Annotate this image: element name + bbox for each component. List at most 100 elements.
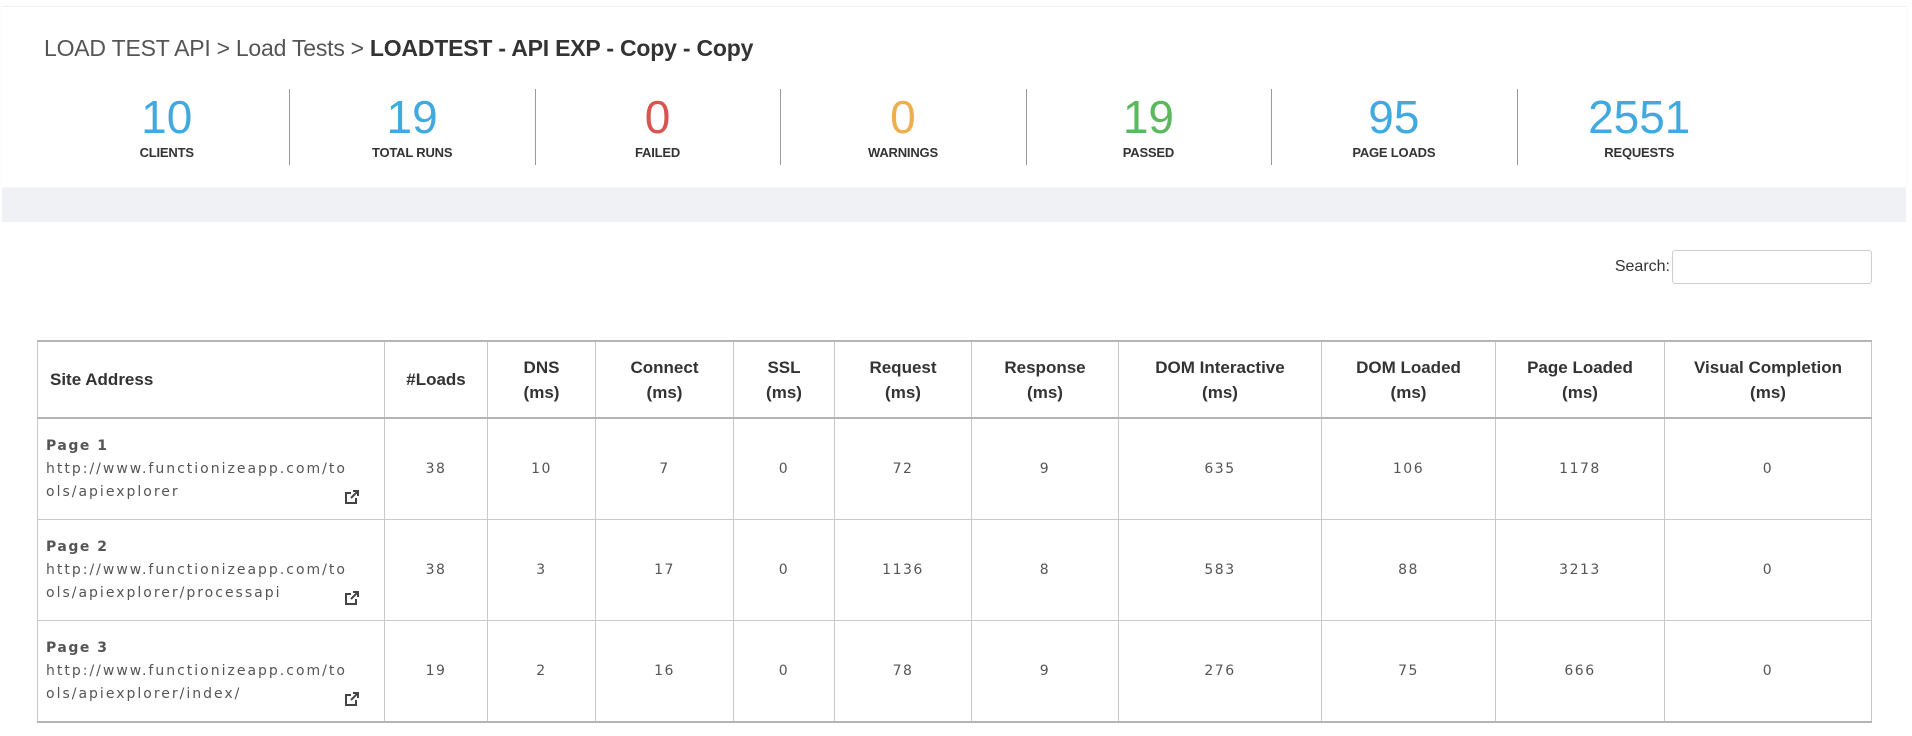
table-row: Page 1 http://www.functionizeapp.com/too… [37,417,1872,520]
breadcrumb-current: LOADTEST - API EXP - Copy - Copy [369,35,754,61]
search-bar: Search: [1615,250,1872,284]
breadcrumb-separator: > [350,35,364,61]
header-line: #Loads [406,370,466,389]
column-header-dom-interactive[interactable]: DOM Interactive (ms) [1118,340,1322,419]
cell-connect: 7 [595,417,734,520]
column-header-connect[interactable]: Connect (ms) [595,340,734,419]
cell-connect: 17 [595,519,734,621]
page-url: http://www.functionizeapp.com/tools/apie… [46,561,347,601]
cell-loads: 19 [384,620,488,723]
cell-dom-interactive: 276 [1118,620,1322,723]
header-line: Page Loaded [1527,357,1633,377]
column-header-visual-completion[interactable]: Visual Completion (ms) [1664,340,1872,419]
cell-response: 9 [971,417,1119,520]
stat-requests: 2551 REQUESTS [1516,89,1762,167]
stat-page-loads: 95 PAGE LOADS [1271,89,1516,167]
site-address-cell: Page 3 http://www.functionizeapp.com/too… [37,620,385,723]
column-header-response[interactable]: Response (ms) [971,340,1119,419]
cell-request: 72 [834,417,972,520]
stat-value: 0 [890,91,916,143]
breadcrumb-separator: > [216,35,230,61]
page-url: http://www.functionizeapp.com/tools/apie… [46,460,347,500]
stat-label: REQUESTS [1604,145,1675,160]
header-unit: (ms) [1562,382,1598,402]
stat-value: 19 [1122,91,1174,143]
stat-warnings: 0 WARNINGS [780,89,1025,167]
page-name: Page 3 [46,639,109,656]
table-header-row: Site Address #Loads DNS (ms) Connect (ms) … [37,340,1872,419]
column-header-dom-loaded[interactable]: DOM Loaded (ms) [1321,340,1496,419]
header-line: Response [1004,357,1086,377]
cell-request: 78 [834,620,972,723]
header-unit: (ms) [885,382,921,402]
stat-label: FAILED [635,145,681,160]
page-url: http://www.functionizeapp.com/tools/apie… [46,662,347,702]
stat-value: 10 [141,91,193,143]
header-unit: (ms) [1390,382,1427,402]
stat-value: 19 [386,91,438,143]
search-label: Search: [1614,258,1670,275]
column-header-loads[interactable]: #Loads [384,340,488,419]
header-unit: (ms) [1202,382,1238,402]
stat-label: WARNINGS [868,145,938,160]
stat-label: PASSED [1122,145,1175,160]
external-link-icon[interactable] [344,691,360,707]
column-header-request[interactable]: Request (ms) [834,340,972,419]
header-line: Visual Completion [1694,357,1842,377]
table-row: Page 2 http://www.functionizeapp.com/too… [37,519,1872,621]
results-table: Site Address #Loads DNS (ms) Connect (ms) … [37,340,1872,723]
cell-page-loaded: 666 [1495,620,1665,723]
column-header-dns[interactable]: DNS (ms) [487,340,596,419]
stat-label: TOTAL RUNS [371,145,453,160]
cell-response: 8 [971,519,1119,621]
column-header-ssl[interactable]: SSL (ms) [733,340,835,419]
page-name: Page 1 [46,437,109,454]
header-unit: (ms) [1750,382,1786,402]
cell-dom-interactive: 583 [1118,519,1322,621]
cell-ssl: 0 [733,519,835,621]
cell-ssl: 0 [733,620,835,723]
breadcrumb-parent[interactable]: Load Tests [235,35,345,61]
stat-clients: 10 CLIENTS [44,89,289,167]
header-unit: (ms) [1027,382,1063,402]
cell-dns: 2 [487,620,596,723]
stats-bar: 10 CLIENTS 19 TOTAL RUNS 0 FAILED 0 WARN… [44,89,1762,167]
header-line: Request [869,357,937,377]
header-unit: (ms) [523,382,560,402]
external-link-icon[interactable] [344,590,360,606]
site-address-cell: Page 2 http://www.functionizeapp.com/too… [37,519,385,621]
breadcrumb: LOAD TEST API > Load Tests > LOADTEST - API … [44,35,753,62]
cell-loads: 38 [384,519,488,621]
stat-passed: 19 PASSED [1025,89,1271,167]
column-header-site-address[interactable]: Site Address [37,340,385,419]
cell-visual-completion: 0 [1664,620,1872,723]
page-name: Page 2 [46,538,109,555]
column-header-page-loaded[interactable]: Page Loaded (ms) [1495,340,1665,419]
cell-dom-loaded: 88 [1321,519,1496,621]
stat-failed: 0 FAILED [534,89,780,167]
breadcrumb-root[interactable]: LOAD TEST API [44,35,211,61]
section-divider-band [2,188,1906,222]
cell-response: 9 [971,620,1119,723]
cell-dns: 3 [487,519,596,621]
cell-dns: 10 [487,417,596,520]
stat-value: 2551 [1588,91,1691,143]
stat-total-runs: 19 TOTAL RUNS [289,89,534,167]
header-line: DOM Loaded [1356,357,1461,377]
cell-page-loaded: 1178 [1495,417,1665,520]
stat-label: PAGE LOADS [1352,145,1436,160]
table-row: Page 3 http://www.functionizeapp.com/too… [37,620,1872,723]
cell-ssl: 0 [733,417,835,520]
header-unit: (ms) [646,382,683,402]
site-address-cell: Page 1 http://www.functionizeapp.com/too… [37,417,385,520]
cell-dom-interactive: 635 [1118,417,1322,520]
cell-visual-completion: 0 [1664,417,1872,520]
header-line: Site Address [50,370,154,389]
cell-connect: 16 [595,620,734,723]
cell-dom-loaded: 75 [1321,620,1496,723]
cell-dom-loaded: 106 [1321,417,1496,520]
search-input[interactable] [1672,250,1872,284]
summary-panel: LOAD TEST API > Load Tests > LOADTEST - API … [2,6,1906,187]
header-line: DNS [523,357,560,377]
external-link-icon[interactable] [344,489,360,505]
